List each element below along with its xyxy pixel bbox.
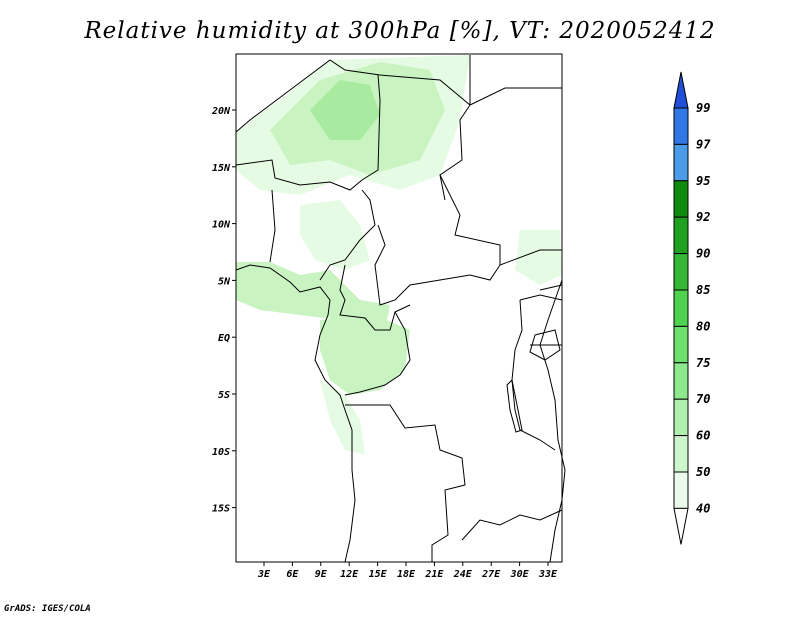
colorbar-segment: [673, 435, 689, 473]
border-drc-east: [511, 299, 556, 451]
colorbar: 99 97 95 92 90 85 80 75 70 60 50 40: [673, 71, 711, 545]
colorbar-segment: [673, 362, 689, 400]
lat-tick-label: 5S: [218, 390, 230, 401]
lat-tick-label: 5N: [218, 276, 231, 287]
humidity-area-westcoast: [236, 262, 390, 330]
colorbar-segment: [673, 180, 689, 218]
lon-tick-label: 3E: [257, 569, 271, 580]
lake-victoria: [529, 329, 561, 361]
border-chad-car: [374, 224, 562, 306]
colorbar-label: 92: [696, 210, 710, 224]
longitude-axis: 3E 6E 9E 12E 15E 18E 21E 24E 27E 30E 33E: [257, 562, 558, 580]
lat-tick-label: 15S: [212, 504, 230, 515]
colorbar-label: 80: [696, 319, 710, 333]
colorbar-label: 75: [696, 356, 710, 370]
lon-tick-label: 15E: [369, 569, 388, 580]
lat-tick-label: 10S: [212, 447, 230, 458]
colorbar-label: 97: [696, 137, 711, 151]
border-south: [461, 509, 563, 541]
lon-tick-label: 30E: [510, 569, 530, 580]
colorbar-label: 50: [696, 465, 710, 479]
humidity-area-sudan: [515, 230, 562, 285]
lon-tick-label: 6E: [286, 569, 299, 580]
country-borders: [235, 55, 566, 563]
colorbar-bottom-arrow: [673, 507, 689, 545]
lon-tick-label: 33E: [538, 569, 558, 580]
border-car-sudan: [439, 174, 501, 265]
border-niger-chad: [439, 55, 471, 201]
coastline-east: [539, 279, 566, 563]
chart-title: Relative humidity at 300hPa [%], VT: 202…: [84, 18, 716, 44]
latitude-axis: 20N 15N 10N 5N EQ 5S 10S 15S: [211, 106, 236, 515]
lon-tick-label: 27E: [481, 569, 501, 580]
lat-tick-label: 20N: [211, 106, 231, 117]
colorbar-segment: [673, 143, 689, 182]
border-congo-drc: [344, 311, 411, 396]
lat-tick-label: EQ: [218, 333, 230, 344]
colorbar-label: 95: [696, 174, 710, 188]
lon-tick-label: 24E: [453, 569, 473, 580]
border-mali-niger: [235, 74, 381, 191]
coastline-west: [235, 264, 356, 563]
colorbar-segment: [673, 253, 689, 291]
border-east-africa: [519, 284, 563, 346]
border-sahara-north: [235, 59, 562, 133]
colorbar-segment: [673, 289, 689, 327]
colorbar-segment: [673, 107, 689, 145]
lon-tick-label: 21E: [424, 569, 444, 580]
colorbar-label: 40: [696, 501, 710, 515]
humidity-area-congo: [320, 315, 410, 395]
colorbar-top-arrow: [673, 71, 689, 109]
colorbar-segment: [673, 216, 689, 255]
humidity-area-nigeria: [300, 200, 370, 270]
colorbar-label: 85: [696, 283, 710, 297]
border-cameroon: [339, 264, 411, 331]
lon-tick-label: 18E: [397, 569, 416, 580]
colorbar-label: 70: [696, 392, 710, 406]
map-frame: [235, 53, 563, 563]
humidity-shading: [236, 55, 562, 455]
colorbar-label: 99: [696, 101, 710, 115]
lat-tick-label: 10N: [212, 220, 231, 231]
border-drc-angola: [345, 404, 466, 562]
credit-text: GrADS: IGES/COLA: [4, 604, 91, 614]
lon-tick-label: 9E: [315, 569, 328, 580]
colorbar-label: 60: [696, 429, 710, 443]
colorbar-label: 90: [696, 247, 710, 261]
colorbar-segment: [673, 325, 689, 364]
humidity-area-sahel-peak: [310, 80, 380, 140]
lake-tanganyika: [506, 378, 523, 433]
lon-tick-label: 12E: [340, 569, 359, 580]
lat-tick-label: 15N: [212, 163, 231, 174]
border-nigeria: [269, 189, 376, 281]
colorbar-segment: [673, 398, 689, 437]
humidity-area-angola-coast: [320, 380, 365, 455]
colorbar-segment: [673, 471, 689, 509]
